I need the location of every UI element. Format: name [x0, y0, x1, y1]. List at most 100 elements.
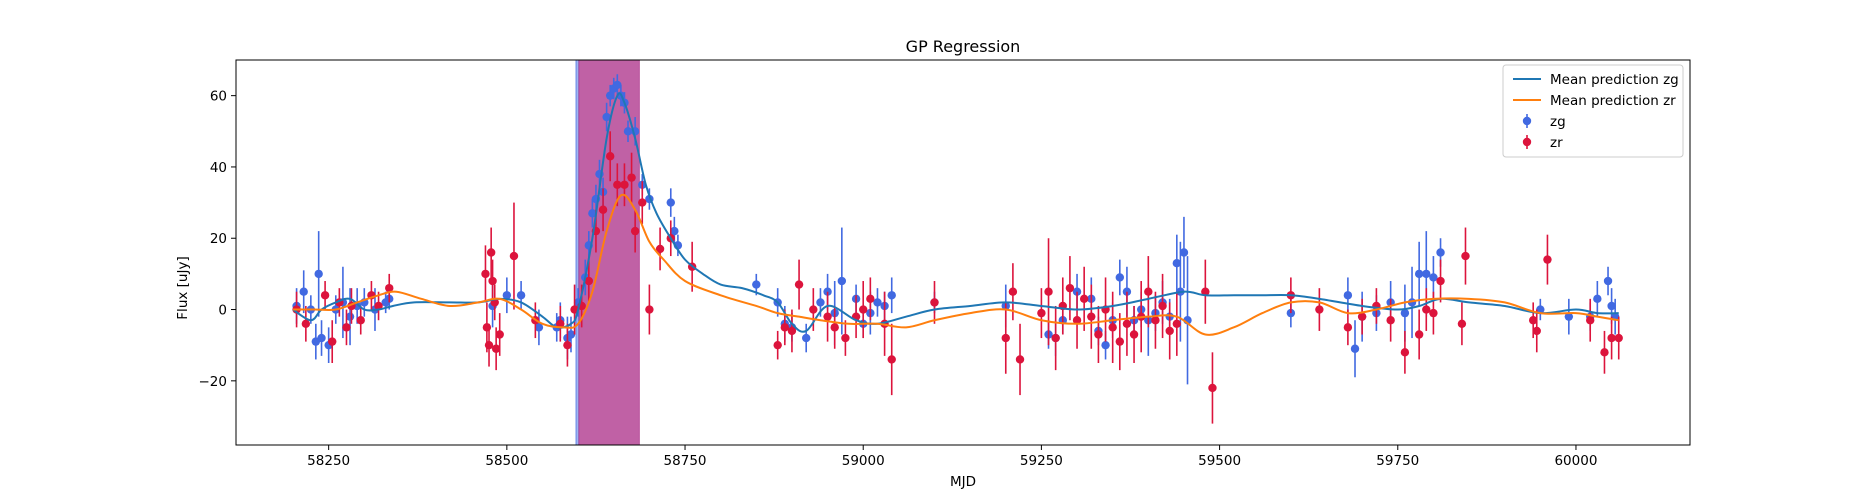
legend: Mean prediction zg Mean prediction zr zg zr [1502, 64, 1684, 158]
point-zr [1614, 333, 1623, 343]
axes-frame [235, 59, 1691, 446]
legend-label-mean-prediction-zg: Mean prediction zg [1550, 72, 1679, 88]
x-tick-label: 58500 [485, 453, 528, 469]
point-zr [1436, 276, 1445, 286]
point-zr [1165, 326, 1174, 336]
point-zr [491, 344, 501, 353]
point-zg [566, 330, 576, 339]
x-tick-label: 58750 [664, 453, 707, 469]
point-zr [1586, 316, 1595, 325]
point-zr [1386, 316, 1395, 325]
point-zr [773, 340, 782, 350]
point-zr [556, 319, 565, 328]
point-zr [1115, 337, 1125, 346]
point-zr [809, 305, 818, 314]
x-tick-label: 59750 [1376, 453, 1419, 469]
point-zg [317, 333, 326, 343]
point-zr [627, 173, 636, 182]
point-zr [385, 283, 394, 293]
point-zg [1603, 276, 1613, 286]
point-zr [488, 276, 497, 286]
point-zg [1101, 340, 1110, 350]
y-tick-label: −20 [199, 374, 228, 390]
point-zr [1079, 294, 1089, 304]
legend-marker-zr [1522, 137, 1532, 147]
point-zr [1357, 312, 1367, 321]
y-tick-label: 20 [210, 231, 227, 247]
point-zg [873, 298, 882, 307]
point-zr [859, 305, 868, 314]
series-line-mean-prediction-zr [293, 193, 1619, 336]
point-zr [1108, 323, 1117, 332]
point-zr [563, 340, 572, 350]
point-zg [1593, 294, 1602, 304]
point-zg [516, 291, 526, 300]
point-zg [602, 112, 611, 122]
x-tick-label: 58250 [307, 453, 350, 469]
point-zg [1400, 308, 1410, 318]
point-zr [481, 269, 490, 279]
point-zg [1115, 273, 1125, 282]
point-zr [1208, 383, 1217, 393]
point-zr [374, 301, 383, 311]
point-zg [837, 276, 847, 286]
point-zg [1414, 269, 1424, 279]
point-zg [1536, 305, 1545, 314]
y-axis-label: Flux [uJy] [175, 256, 191, 319]
point-zg [1343, 291, 1353, 300]
point-zg [666, 198, 675, 207]
legend-label-mean-prediction-zr: Mean prediction zr [1550, 93, 1676, 109]
plot-area: 58250 58500 58750 59000 59250 59500 59750 60000… [199, 59, 1691, 469]
point-zr [613, 180, 622, 189]
x-tick-label: 59000 [842, 453, 885, 469]
point-zr [1094, 330, 1103, 339]
point-zr [787, 326, 797, 336]
point-zr [780, 323, 790, 332]
point-zr [495, 330, 504, 339]
chart-title: GP Regression [906, 37, 1021, 56]
point-zr [1037, 308, 1046, 318]
point-zg [887, 291, 896, 300]
point-zr [301, 319, 311, 328]
point-zr [1400, 348, 1410, 357]
point-zr [598, 205, 608, 214]
point-zr [1172, 319, 1182, 328]
point-zg [613, 80, 622, 90]
point-zr [328, 337, 337, 346]
point-zr [655, 244, 665, 254]
point-zr [1528, 316, 1538, 325]
point-zr [645, 305, 654, 314]
point-zr [1072, 316, 1082, 325]
point-zr [841, 333, 850, 343]
point-zr [866, 294, 875, 304]
point-zg [1179, 248, 1189, 257]
point-zr [1051, 333, 1060, 343]
point-zr [1015, 355, 1025, 364]
y-tick-label: 40 [210, 160, 227, 176]
point-zr [823, 312, 832, 321]
point-zr [1065, 283, 1075, 293]
point-zg [1422, 269, 1431, 279]
point-zr [1001, 333, 1010, 343]
point-zg [1350, 344, 1360, 353]
point-zr [1600, 348, 1609, 357]
point-zr [584, 276, 594, 286]
point-zg [1607, 301, 1616, 311]
point-zg [623, 127, 633, 136]
point-zr [1087, 312, 1096, 321]
point-zr [1129, 330, 1139, 339]
x-axis-label: MJD [950, 474, 976, 490]
point-zr [486, 248, 496, 257]
point-zg [670, 226, 679, 236]
point-zg [588, 209, 597, 218]
y-tick-label: 0 [218, 303, 227, 319]
point-zr [930, 298, 939, 307]
y-tick-label: 60 [210, 89, 227, 105]
point-zr [484, 340, 494, 350]
legend-box [1502, 64, 1684, 158]
point-zr [1429, 308, 1438, 318]
point-zr [1607, 333, 1616, 343]
point-zr [1422, 305, 1431, 314]
point-zg [314, 269, 323, 279]
